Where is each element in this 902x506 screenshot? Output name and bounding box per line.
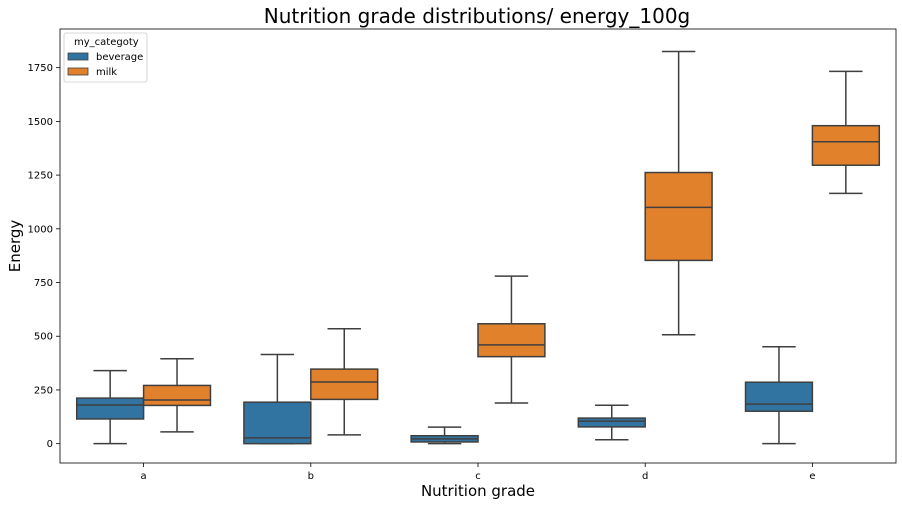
x-tick-label-a: a (141, 471, 147, 482)
legend-swatch-milk (67, 67, 89, 76)
box-beverage-c (410, 426, 479, 445)
legend-label-beverage: beverage (96, 52, 143, 63)
x-tick-label-d: d (642, 471, 648, 482)
box-beverage-a (75, 369, 145, 445)
box-beverage-e (744, 346, 814, 445)
box-iqr (477, 323, 546, 358)
box-group (75, 50, 881, 445)
x-tick-label-e: e (809, 471, 815, 482)
y-tick-label: 750 (34, 278, 53, 289)
chart-title: Nutrition grade distributions/ energy_10… (264, 4, 691, 28)
box-milk-c (477, 275, 546, 404)
box-iqr (744, 381, 814, 412)
y-tick-label: 1250 (28, 171, 53, 182)
box-iqr (644, 171, 713, 262)
box-beverage-b (243, 353, 312, 445)
box-milk-a (142, 358, 212, 433)
box-iqr (243, 401, 312, 445)
y-tick-label: 500 (34, 332, 53, 343)
box-milk-d (644, 50, 713, 336)
box-milk-e (811, 70, 881, 195)
legend: my_categoty beverage milk (63, 32, 148, 83)
y-tick-label: 0 (47, 439, 53, 450)
legend-label-milk: milk (96, 67, 117, 78)
x-axis: a b c d e (141, 463, 815, 482)
box-iqr (811, 124, 881, 166)
box-iqr (577, 417, 646, 428)
legend-title: my_categoty (74, 37, 139, 48)
box-iqr (310, 368, 379, 401)
y-axis-title: Energy (6, 220, 24, 273)
y-tick-label: 1500 (28, 117, 53, 128)
box-beverage-d (577, 404, 646, 441)
x-axis-title: Nutrition grade (421, 482, 535, 500)
box-iqr (75, 397, 145, 420)
x-tick-label-c: c (475, 471, 481, 482)
box-iqr (142, 384, 212, 407)
x-tick-label-b: b (308, 471, 314, 482)
legend-swatch-beverage (67, 52, 89, 61)
y-tick-label: 1750 (28, 63, 53, 74)
y-tick-label: 1000 (28, 224, 53, 235)
y-axis: 0 250 500 750 1000 1250 1500 1750 (28, 63, 60, 450)
y-tick-label: 250 (34, 385, 53, 396)
box-milk-b (310, 327, 379, 436)
